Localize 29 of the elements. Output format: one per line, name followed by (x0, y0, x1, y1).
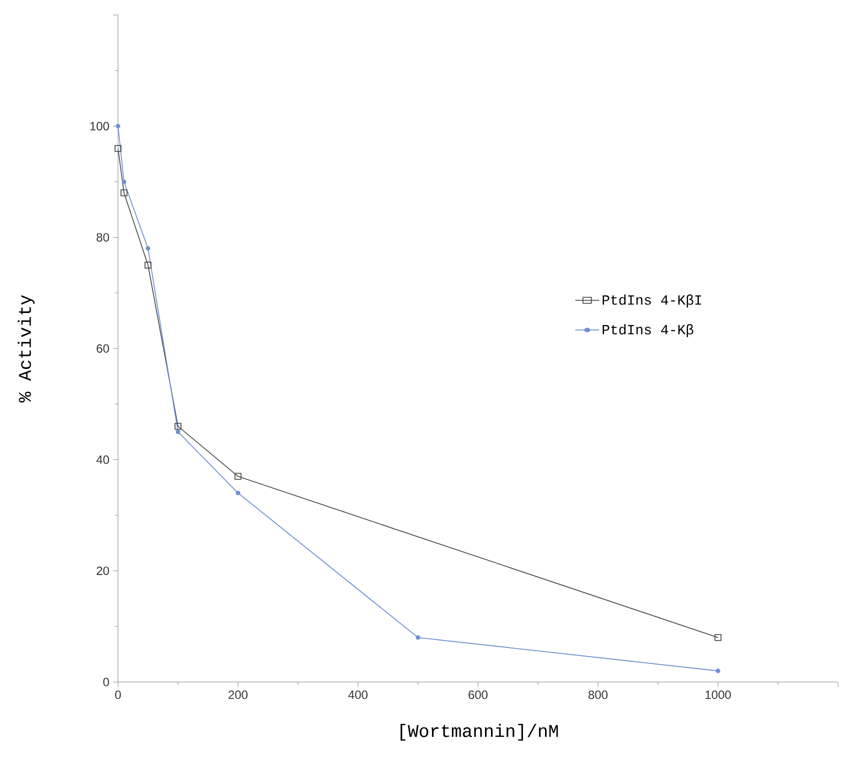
point (176, 430, 180, 434)
point (144, 262, 152, 269)
y-tick-label: 40 (96, 455, 110, 464)
y-tick-label: 0 (103, 678, 110, 686)
x-axis-title: [Wortmannin]/nM (400, 724, 558, 741)
y-tick-label: 20 (96, 566, 110, 576)
legend-label: PtdIns 4-Kβ (602, 324, 694, 338)
point (122, 179, 126, 184)
x-tick-label: 400 (348, 690, 368, 700)
x-tick-label: 0 (115, 690, 121, 700)
y-tick-label: 60 (96, 344, 110, 353)
point (236, 490, 240, 496)
point (416, 635, 420, 640)
legend-label: PtdIns 4-KβI (602, 294, 702, 308)
point (234, 472, 242, 480)
point (146, 246, 150, 251)
point (120, 189, 128, 196)
x-tick-label: 800 (588, 690, 608, 700)
point (174, 422, 182, 430)
point (716, 668, 720, 674)
x-tick-label: 1000 (706, 690, 731, 700)
y-tick-label: 100 (90, 122, 110, 130)
point (114, 144, 122, 152)
point (116, 124, 120, 128)
y-axis-title: % Activity (18, 295, 35, 402)
x-tick-label: 200 (228, 690, 248, 700)
point (714, 634, 722, 641)
y-tick-label: 80 (96, 233, 110, 242)
x-tick-label: 600 (468, 690, 488, 700)
